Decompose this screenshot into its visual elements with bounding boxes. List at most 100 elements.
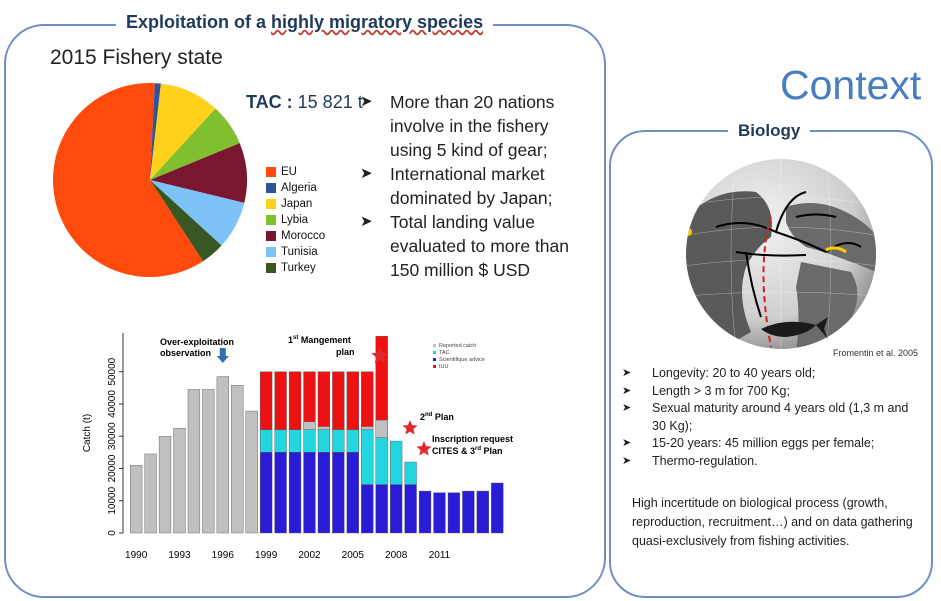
arrow-bullet-icon: ➤ [622,437,632,449]
bar-reported-catch [216,376,229,534]
tac-value: 15 821 t [292,92,363,112]
x-tick-label: 1990 [125,550,148,561]
bar-tac [346,429,359,453]
legend-item: Japan [266,196,325,212]
star-icon [371,347,389,364]
bar-scientific-advice [404,484,417,534]
arrow-bullet-icon: ➤ [622,367,632,379]
bar-reported-catch [375,419,388,439]
x-tick-label: 1999 [255,550,278,561]
y-tick-label: 0 [107,530,118,536]
bar-scientific-advice [260,452,273,534]
legend-swatch [433,358,436,361]
pie-slice [150,83,161,180]
bullet-text: More than 20 nations involve in the fish… [390,92,555,160]
star-icon [416,441,432,456]
bar-tac [274,429,287,453]
pie-slice [150,83,216,180]
catch-bar-chart: 0 10000 20000 30000 40000 50000 Catch (t) 1990 1… [82,333,513,561]
bar-scientific-advice [332,452,345,534]
y-tick-label: 50000 [107,357,118,385]
arrow-bullet-icon: ➤ [622,454,632,467]
y-tick-label: 10000 [107,486,118,514]
bar-scientific-advice [288,452,302,534]
bullet-text: International market dominated by Japan; [390,164,553,208]
annotation-text: Over-exploitation [160,337,234,347]
bar-tac [361,429,374,485]
bar-reported-catch [303,421,316,430]
fishery-pie-chart [53,83,248,277]
title-text-part1: Exploitation of a [126,12,272,32]
legend-swatch [266,231,276,241]
biology-bullets: ➤ Longevity: 20 to 40 years old; ➤ Length … [622,365,922,470]
bar-tac [404,461,417,485]
legend-item: Lybia [266,212,325,228]
pie-slice [150,143,248,203]
annotation-text: 2nd Plan [420,412,454,422]
list-item: ➤ International market dominated by Japan… [360,162,590,210]
legend-label: TAC [439,350,450,356]
annotation-text: CITES & 3rd Plan [432,446,503,456]
legend-swatch [266,199,276,209]
y-tick-label: 20000 [107,454,118,482]
legend-swatch [266,247,276,257]
legend-swatch [433,365,436,368]
legend-swatch [266,263,276,273]
pie-slice [53,83,204,277]
bar-scientific-advice [274,452,287,534]
bar-iuu [260,371,273,430]
bar-reported-catch [144,453,157,534]
bar-tac [288,429,302,453]
legend-label: Morocco [281,230,326,242]
bar-scientific-advice [491,482,504,534]
legend-label: Japan [281,198,313,210]
bar-iuu [274,371,287,430]
arrow-bullet-icon: ➤ [360,93,373,110]
list-item: ➤ Total landing value evaluated to more t… [360,210,590,282]
bar-iuu [303,371,316,430]
legend-swatch [266,183,276,193]
legend-label: IUU [439,364,449,370]
legend-label: Reported catch [439,343,476,349]
bar-scientific-advice [375,484,388,534]
bar-scientific-advice [418,490,432,534]
list-item: ➤ Thermo-regulation. [622,453,922,471]
bar-reported-catch [130,465,143,534]
exploitation-panel-title: Exploitation of a highly migratory speci… [116,12,494,33]
x-tick-label: 2008 [385,550,408,561]
list-item: ➤ More than 20 nations involve in the fis… [360,90,590,162]
bullet-text: Longevity: 20 to 40 years old; [652,366,816,380]
bar-scientific-advice [317,452,331,534]
star-icon [402,420,418,435]
legend-label: Algeria [281,182,317,194]
bar-scientific-advice [476,490,489,534]
biology-panel-title: Biology [728,121,811,141]
legend-item: Tunisia [266,244,325,260]
x-tick-label: 2011 [429,550,451,561]
bar-reported-catch [231,385,244,534]
bar-reported-catch [202,389,215,534]
legend-item: Algeria [266,180,325,196]
x-tick-label: 2002 [298,550,321,561]
tuna-fish-icon [761,317,828,339]
bar-iuu [288,371,302,430]
legend-item: EU [266,164,325,180]
y-axis-label: Catch (t) [82,414,93,452]
legend-swatch [266,167,276,177]
annotation-text: 1st Mangement [288,335,351,345]
bar-tac [303,429,316,453]
pie-slice [150,180,245,246]
bar-reported-catch [187,389,201,534]
tac-text: TAC : 15 821 t [246,92,363,113]
legend-swatch [266,215,276,225]
x-tick-label: 2005 [342,550,365,561]
arrow-bullet-icon: ➤ [622,384,632,397]
citation-text: Fromentin et al. 2005 [833,348,919,358]
list-item: ➤ 15-20 years: 45 million eggs per female… [622,435,922,453]
legend-label: EU [281,166,297,178]
bullet-text: Sexual maturity around 4 years old (1,3 … [652,401,909,433]
context-heading: Context [780,62,922,108]
arrow-bullet-icon: ➤ [622,402,632,414]
bar-scientific-advice [361,484,374,534]
annotation-text: plan [336,347,355,357]
